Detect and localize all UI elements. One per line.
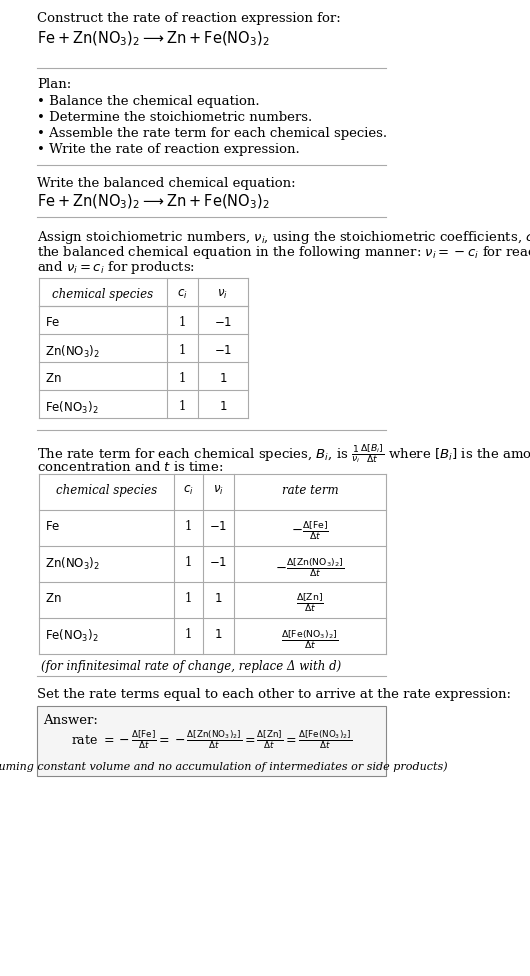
Text: $\mathrm{Fe(NO_3)_2}$: $\mathrm{Fe(NO_3)_2}$ <box>46 628 99 644</box>
Text: Construct the rate of reaction expression for:: Construct the rate of reaction expressio… <box>37 12 341 25</box>
Text: 1: 1 <box>179 400 186 413</box>
Text: 1: 1 <box>179 372 186 385</box>
Text: concentration and $t$ is time:: concentration and $t$ is time: <box>37 460 224 474</box>
Text: $\mathrm{Fe + Zn(NO_3)_2 \longrightarrow Zn + Fe(NO_3)_2}$: $\mathrm{Fe + Zn(NO_3)_2 \longrightarrow… <box>37 30 270 49</box>
Text: Assign stoichiometric numbers, $\nu_i$, using the stoichiometric coefficients, $: Assign stoichiometric numbers, $\nu_i$, … <box>37 229 530 246</box>
Text: $-1$: $-1$ <box>214 316 232 329</box>
Text: chemical species: chemical species <box>52 288 153 301</box>
Text: $\mathrm{Zn(NO_3)_2}$: $\mathrm{Zn(NO_3)_2}$ <box>46 556 101 572</box>
Text: 1: 1 <box>184 592 192 605</box>
Text: 1: 1 <box>184 556 192 569</box>
Text: $\mathrm{Fe}$: $\mathrm{Fe}$ <box>46 520 61 533</box>
Text: and $\nu_i = c_i$ for products:: and $\nu_i = c_i$ for products: <box>37 259 196 276</box>
Text: $1$: $1$ <box>218 372 227 385</box>
Text: 1: 1 <box>179 344 186 357</box>
Text: $1$: $1$ <box>218 400 227 413</box>
Text: rate $= -\frac{\Delta[\mathrm{Fe}]}{\Delta t} = -\frac{\Delta[\mathrm{Zn(NO_3)_2: rate $= -\frac{\Delta[\mathrm{Fe}]}{\Del… <box>71 728 352 751</box>
Text: (for infinitesimal rate of change, replace Δ with d): (for infinitesimal rate of change, repla… <box>41 660 341 673</box>
Text: Plan:: Plan: <box>37 78 72 91</box>
Text: $\mathrm{Zn}$: $\mathrm{Zn}$ <box>46 592 62 605</box>
Text: $\nu_i$: $\nu_i$ <box>213 484 224 497</box>
Text: $\mathrm{Fe}$: $\mathrm{Fe}$ <box>46 316 61 329</box>
Text: Write the balanced chemical equation:: Write the balanced chemical equation: <box>37 177 296 190</box>
Text: 1: 1 <box>184 520 192 533</box>
FancyBboxPatch shape <box>37 706 386 776</box>
Text: $\frac{\Delta[\mathrm{Zn}]}{\Delta t}$: $\frac{\Delta[\mathrm{Zn}]}{\Delta t}$ <box>296 592 324 614</box>
Text: $\nu_i$: $\nu_i$ <box>217 288 228 302</box>
Text: $1$: $1$ <box>214 592 223 605</box>
Text: • Assemble the rate term for each chemical species.: • Assemble the rate term for each chemic… <box>37 127 387 140</box>
Text: • Determine the stoichiometric numbers.: • Determine the stoichiometric numbers. <box>37 111 313 124</box>
Text: $c_i$: $c_i$ <box>177 288 188 302</box>
Text: $-1$: $-1$ <box>209 520 227 533</box>
Text: $\frac{\Delta[\mathrm{Fe(NO_3)_2}]}{\Delta t}$: $\frac{\Delta[\mathrm{Fe(NO_3)_2}]}{\Del… <box>281 628 338 651</box>
Text: $\mathrm{Fe(NO_3)_2}$: $\mathrm{Fe(NO_3)_2}$ <box>46 400 99 416</box>
Text: (assuming constant volume and no accumulation of intermediates or side products): (assuming constant volume and no accumul… <box>0 761 447 772</box>
Text: $\mathrm{Zn(NO_3)_2}$: $\mathrm{Zn(NO_3)_2}$ <box>46 344 101 360</box>
Text: rate term: rate term <box>281 484 338 497</box>
Text: Set the rate terms equal to each other to arrive at the rate expression:: Set the rate terms equal to each other t… <box>37 688 511 701</box>
Text: $-1$: $-1$ <box>214 344 232 357</box>
Text: $-\frac{\Delta[\mathrm{Fe}]}{\Delta t}$: $-\frac{\Delta[\mathrm{Fe}]}{\Delta t}$ <box>291 520 329 542</box>
Text: 1: 1 <box>179 316 186 329</box>
Text: The rate term for each chemical species, $B_i$, is $\frac{1}{\nu_i}\frac{\Delta[: The rate term for each chemical species,… <box>37 442 530 465</box>
Text: $1$: $1$ <box>214 628 223 641</box>
Text: $\mathrm{Fe + Zn(NO_3)_2 \longrightarrow Zn + Fe(NO_3)_2}$: $\mathrm{Fe + Zn(NO_3)_2 \longrightarrow… <box>37 193 270 212</box>
Text: $-\frac{\Delta[\mathrm{Zn(NO_3)_2}]}{\Delta t}$: $-\frac{\Delta[\mathrm{Zn(NO_3)_2}]}{\De… <box>275 556 344 579</box>
Text: the balanced chemical equation in the following manner: $\nu_i = -c_i$ for react: the balanced chemical equation in the fo… <box>37 244 530 261</box>
Text: 1: 1 <box>184 628 192 641</box>
Text: $\mathrm{Zn}$: $\mathrm{Zn}$ <box>46 372 62 385</box>
Text: $-1$: $-1$ <box>209 556 227 569</box>
Text: $c_i$: $c_i$ <box>183 484 193 497</box>
Text: chemical species: chemical species <box>56 484 157 497</box>
Text: • Write the rate of reaction expression.: • Write the rate of reaction expression. <box>37 143 300 156</box>
Text: • Balance the chemical equation.: • Balance the chemical equation. <box>37 95 260 108</box>
Text: Answer:: Answer: <box>43 714 98 727</box>
